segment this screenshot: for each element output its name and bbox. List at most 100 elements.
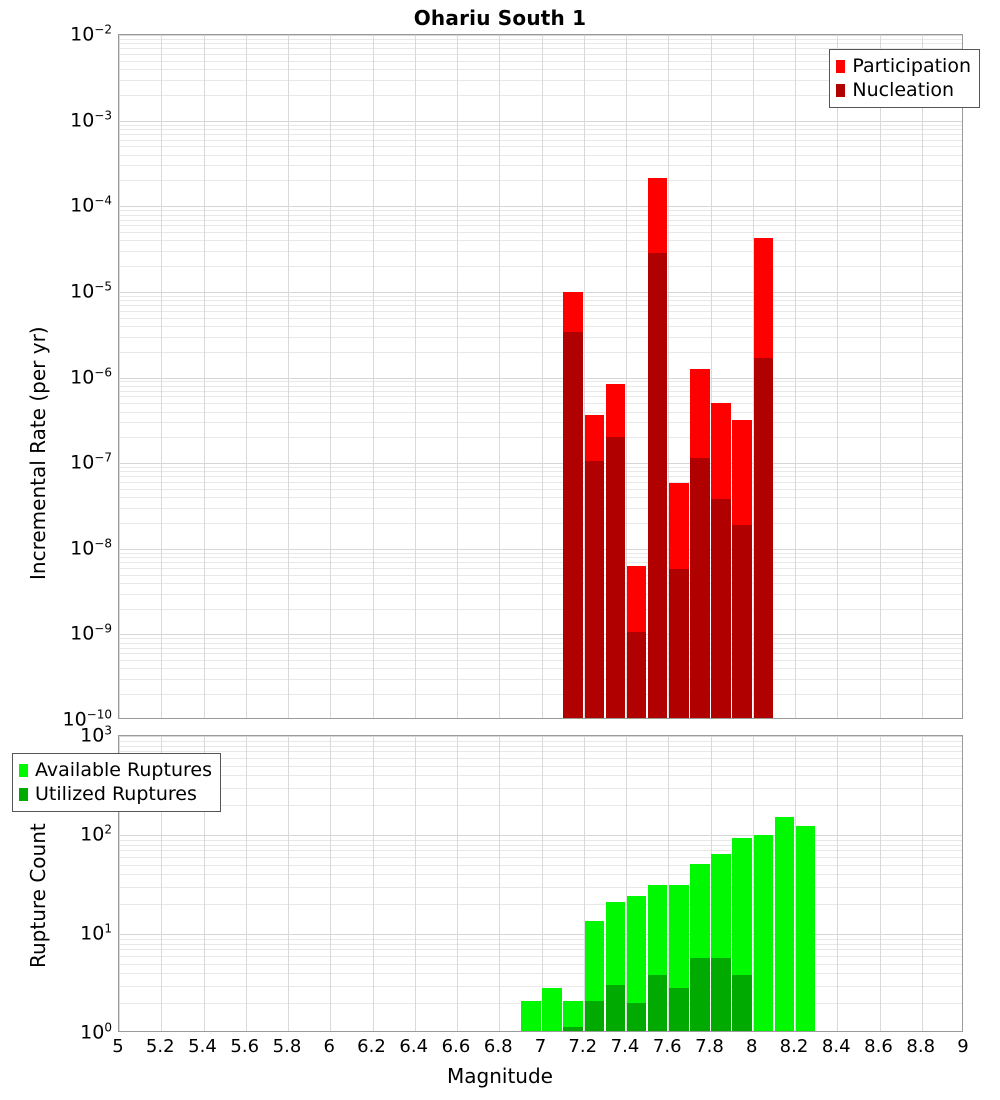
gridline	[457, 736, 458, 1031]
gridline	[119, 60, 962, 62]
gridline	[119, 476, 962, 478]
bar	[626, 736, 647, 1031]
gridline	[795, 736, 796, 1031]
gridline	[119, 805, 962, 807]
rupture-count-plot-area	[118, 735, 963, 1032]
y-tick-label: 10−4	[70, 193, 112, 217]
gridline	[119, 850, 962, 852]
gridline	[119, 300, 962, 302]
gridline	[119, 471, 962, 473]
y-tick-label: 10−7	[70, 450, 112, 474]
gridline	[837, 736, 839, 1031]
gridline	[288, 35, 289, 718]
gridline	[119, 745, 962, 747]
x-tick-label: 8.8	[906, 1036, 936, 1057]
bar-segment-utilized	[732, 974, 752, 1031]
gridline	[837, 35, 839, 718]
gridline	[119, 467, 962, 469]
gridline	[119, 874, 962, 876]
bar	[626, 35, 647, 718]
bar	[605, 35, 626, 718]
gridline	[119, 582, 962, 584]
bar-segment-utilized	[690, 957, 710, 1031]
gridline	[119, 139, 962, 141]
bar	[584, 736, 605, 1031]
legend-swatch-icon	[19, 787, 28, 801]
y-tick-label: 10−8	[70, 536, 112, 560]
legend-swatch-icon	[836, 83, 846, 97]
bar	[690, 736, 710, 1031]
gridline	[119, 985, 962, 987]
gridline	[119, 856, 962, 858]
bar-segment-utilized	[626, 1003, 647, 1031]
gridline	[119, 403, 962, 405]
top-gridlines	[119, 35, 962, 718]
gridline	[161, 35, 163, 718]
legend-label: Nucleation	[852, 78, 955, 101]
x-axis-label: Magnitude	[447, 1064, 553, 1088]
bar	[669, 736, 689, 1031]
top-legend: Participation Nucleation	[829, 49, 980, 108]
gridline	[119, 128, 962, 130]
legend-swatch-icon	[19, 763, 28, 777]
gridline	[119, 210, 962, 212]
gridline	[119, 548, 962, 550]
x-tick-label: 5	[112, 1036, 124, 1057]
gridline	[119, 567, 962, 569]
gridline	[119, 251, 962, 253]
gridline	[119, 48, 962, 50]
bar-segment-available	[795, 825, 816, 1031]
gridline	[119, 557, 962, 559]
bar-segment-available	[774, 816, 795, 1031]
gridline	[119, 79, 962, 81]
gridline	[119, 390, 962, 392]
gridline	[668, 35, 670, 718]
x-tick-label: 5.4	[188, 1036, 217, 1057]
gridline	[119, 787, 962, 789]
y-tick-label: 10−3	[70, 107, 112, 132]
gridline	[119, 206, 962, 208]
bar-segment-available	[626, 896, 647, 1031]
gridline	[921, 736, 923, 1031]
gridline	[119, 154, 962, 156]
gridline	[119, 552, 962, 554]
gridline	[119, 396, 962, 398]
gridline	[119, 507, 962, 509]
gridline	[203, 35, 205, 718]
gridline	[119, 608, 962, 610]
legend-label: Utilized Ruptures	[35, 782, 197, 805]
x-tick-label: 7.2	[568, 1036, 598, 1057]
bar	[753, 35, 774, 718]
x-tick-label: 6.4	[399, 1036, 429, 1057]
gridline	[457, 35, 458, 718]
gridline	[119, 53, 962, 55]
gridline	[119, 593, 962, 595]
gridline	[119, 751, 962, 753]
gridline	[119, 740, 962, 742]
gridline	[119, 938, 962, 940]
x-tick-label: 8.6	[864, 1036, 893, 1057]
gridline	[119, 775, 962, 777]
bar-segment-utilized	[584, 1001, 605, 1031]
gridline	[119, 325, 962, 327]
gridline	[119, 120, 962, 122]
gridline	[119, 660, 962, 662]
gridline	[161, 736, 163, 1031]
gridline	[119, 381, 962, 383]
gridline	[119, 955, 962, 957]
gridline	[119, 488, 962, 490]
y-tick-label: 101	[80, 921, 112, 945]
top-bars	[119, 35, 962, 718]
x-tick-label: 6.8	[483, 1036, 513, 1057]
gridline	[921, 35, 923, 718]
y-tick-label: 10−5	[70, 279, 112, 303]
gridline	[119, 943, 962, 945]
x-tick-label: 5.8	[272, 1036, 302, 1057]
bar-segment-nucleation	[711, 499, 731, 718]
gridline	[752, 736, 754, 1031]
bar-segment-available	[753, 834, 774, 1031]
gridline	[119, 864, 962, 866]
bottom-bars	[119, 736, 962, 1031]
gridline	[710, 35, 712, 718]
